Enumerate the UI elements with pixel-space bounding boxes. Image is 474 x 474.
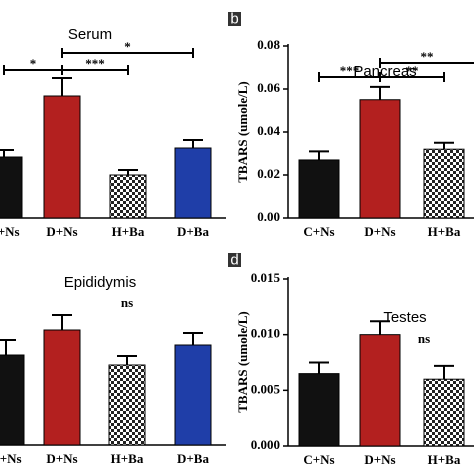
chart-title: Serum [68, 26, 112, 43]
panel-letter-box [228, 12, 241, 26]
y-axis-label: TBARS (umole/L) [235, 311, 250, 412]
bar [43, 95, 81, 219]
y-tick-label: 0.015 [251, 270, 281, 285]
bar [423, 148, 465, 219]
significance-label: *** [340, 63, 360, 78]
annotation: ns [418, 331, 430, 346]
panel-letter: d [230, 251, 238, 268]
chart-title: Testes [383, 309, 426, 326]
bar [108, 364, 146, 446]
bar [423, 378, 465, 447]
y-axis-label: TBARS (umole/L) [235, 81, 250, 182]
x-tick-label: D+Ns [364, 224, 395, 239]
y-tick-label: 0.04 [257, 123, 280, 138]
x-tick-label: H+Ba [428, 224, 461, 239]
bar [109, 174, 147, 219]
x-tick-label: D+Ba [177, 451, 209, 466]
bar [359, 334, 401, 447]
y-tick-label: 0.02 [257, 166, 280, 181]
y-tick-label: 0.010 [251, 326, 280, 341]
significance-label: * [30, 56, 37, 71]
annotation: ns [121, 295, 133, 310]
panel-letter: b [230, 10, 238, 27]
y-tick-label: 0.005 [251, 381, 281, 396]
y-tick-label: 0.08 [257, 37, 280, 52]
significance-label: * [124, 39, 131, 54]
x-tick-label: D+Ns [46, 224, 77, 239]
significance-label: ** [406, 63, 419, 78]
y-tick-label: 0.000 [251, 437, 280, 452]
x-tick-label: C+Ns [0, 224, 20, 239]
x-tick-label: H+Ba [111, 451, 144, 466]
y-tick-label: 0.00 [257, 209, 280, 224]
x-tick-label: D+Ba [177, 224, 209, 239]
x-tick-label: D+Ns [46, 451, 77, 466]
x-tick-label: C+Ns [303, 224, 334, 239]
bar [298, 159, 340, 219]
x-tick-label: H+Ba [112, 224, 145, 239]
x-tick-label: C+Ns [303, 452, 334, 467]
bar [0, 354, 25, 446]
significance-label: ** [421, 49, 434, 64]
chart-title: Epididymis [64, 274, 137, 291]
x-tick-label: C+Ns [0, 451, 22, 466]
significance-label: *** [85, 56, 105, 71]
bar [359, 99, 401, 219]
chart-title: Pancreas [353, 63, 416, 80]
bar [174, 344, 212, 446]
x-tick-label: H+Ba [428, 452, 461, 467]
bar [0, 156, 23, 219]
bar [43, 329, 81, 446]
y-tick-label: 0.06 [257, 80, 280, 95]
x-tick-label: D+Ns [364, 452, 395, 467]
bar [174, 147, 212, 219]
panel-letter-box [228, 253, 241, 267]
bar [298, 373, 340, 447]
